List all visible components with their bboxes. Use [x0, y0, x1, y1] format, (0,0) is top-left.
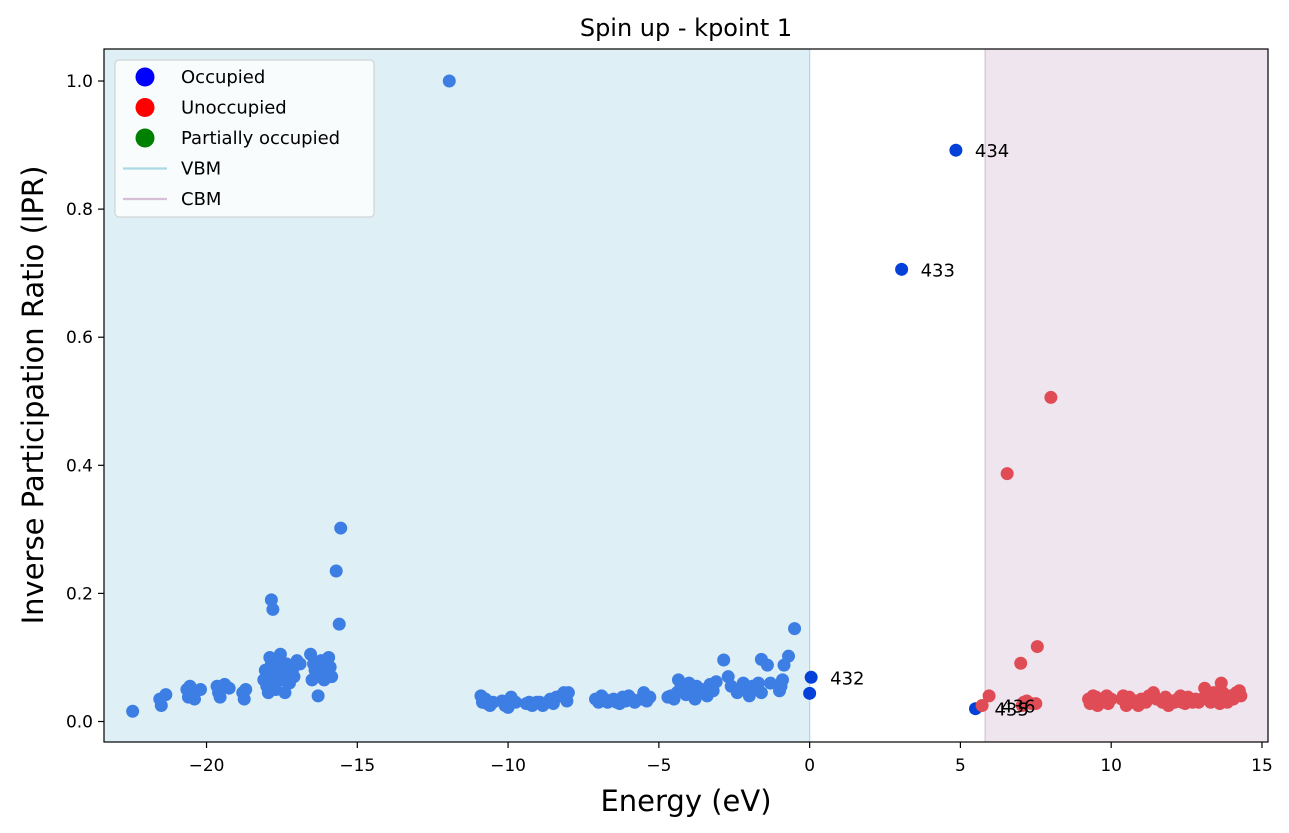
legend-marker: [135, 67, 155, 87]
data-point: [895, 262, 909, 276]
region-cbm: [985, 49, 1268, 742]
data-point: [975, 698, 989, 712]
data-point: [1030, 640, 1044, 654]
legend-label: VBM: [181, 159, 221, 180]
legend-label: Unoccupied: [181, 98, 287, 119]
x-tick-label: 5: [955, 756, 966, 776]
data-point: [311, 689, 325, 703]
y-tick-label: 0.2: [66, 584, 93, 604]
data-point: [273, 647, 287, 661]
data-point: [717, 653, 731, 667]
data-point: [325, 670, 339, 684]
x-tick-label: 10: [1100, 756, 1122, 776]
data-point: [803, 686, 817, 700]
data-point: [222, 681, 236, 695]
legend-marker: [135, 98, 155, 117]
x-tick-label: −10: [490, 756, 526, 776]
data-point: [754, 686, 768, 700]
legend: Occupied Unoccupied Partially occupied VBM C…: [114, 59, 375, 218]
data-point: [561, 686, 575, 700]
y-tick-label: 0.8: [66, 200, 93, 220]
data-point: [788, 622, 802, 636]
data-point: [1014, 656, 1028, 670]
legend-label: CBM: [181, 189, 221, 210]
data-point: [266, 602, 280, 616]
legend-marker: [135, 128, 155, 148]
data-point: [442, 74, 456, 88]
y-axis-label: Inverse Participation Ratio (IPR): [16, 166, 50, 625]
data-point: [187, 692, 201, 706]
y-tick-label: 0.6: [66, 328, 93, 348]
y-tick-label: 0.4: [66, 456, 93, 476]
x-tick-label: 0: [804, 756, 815, 776]
data-point: [159, 688, 173, 702]
data-point: [1214, 676, 1228, 690]
data-point: [949, 143, 963, 157]
x-axis-label: Energy (eV): [600, 784, 771, 818]
chart-title: Spin up - kpoint 1: [580, 14, 792, 42]
data-point: [1234, 689, 1248, 703]
x-tick-label: 15: [1251, 756, 1273, 776]
data-point: [239, 682, 253, 696]
data-point: [775, 673, 789, 687]
data-point: [126, 704, 140, 718]
data-point: [154, 698, 168, 712]
y-tick-label: 0.0: [66, 713, 93, 733]
legend-label: Occupied: [181, 67, 265, 88]
data-points: [126, 74, 1248, 718]
data-point: [509, 695, 523, 709]
legend-box: [114, 59, 375, 218]
data-point: [287, 670, 301, 684]
data-point: [193, 682, 207, 696]
data-point: [264, 593, 278, 607]
data-point: [213, 690, 227, 704]
data-point: [293, 657, 307, 671]
data-point: [237, 692, 251, 706]
x-tick-label: −15: [339, 756, 375, 776]
data-point: [760, 658, 774, 672]
data-point: [804, 670, 818, 684]
data-point: [1044, 390, 1058, 404]
data-point: [1029, 697, 1043, 711]
annotation-label: 435: [994, 700, 1028, 721]
data-point: [1000, 467, 1014, 481]
x-axis-ticks: −20 −15 −10 −5 0 5 10 15: [189, 742, 1273, 776]
data-point: [332, 617, 346, 631]
data-point: [1104, 692, 1118, 706]
annotation-label: 434: [975, 141, 1009, 162]
y-axis-ticks: 0.0 0.2 0.4 0.6 0.8 1.0: [66, 72, 104, 733]
x-tick-label: −20: [189, 756, 225, 776]
data-point: [323, 660, 337, 674]
data-point: [782, 649, 796, 663]
x-tick-label: −5: [646, 756, 671, 776]
annotation-label: 433: [921, 260, 955, 281]
data-point: [322, 650, 336, 664]
data-point: [329, 564, 343, 578]
annotation-label: 436: [1001, 696, 1035, 717]
data-point: [643, 690, 657, 704]
y-tick-label: 1.0: [66, 72, 93, 92]
data-point: [334, 521, 348, 535]
data-point: [709, 675, 723, 689]
data-point: [763, 676, 777, 690]
plot-frame: [103, 48, 1269, 743]
legend-label: Partially occupied: [181, 128, 340, 149]
annotation-label: 432: [830, 668, 864, 689]
data-point: [982, 689, 996, 703]
